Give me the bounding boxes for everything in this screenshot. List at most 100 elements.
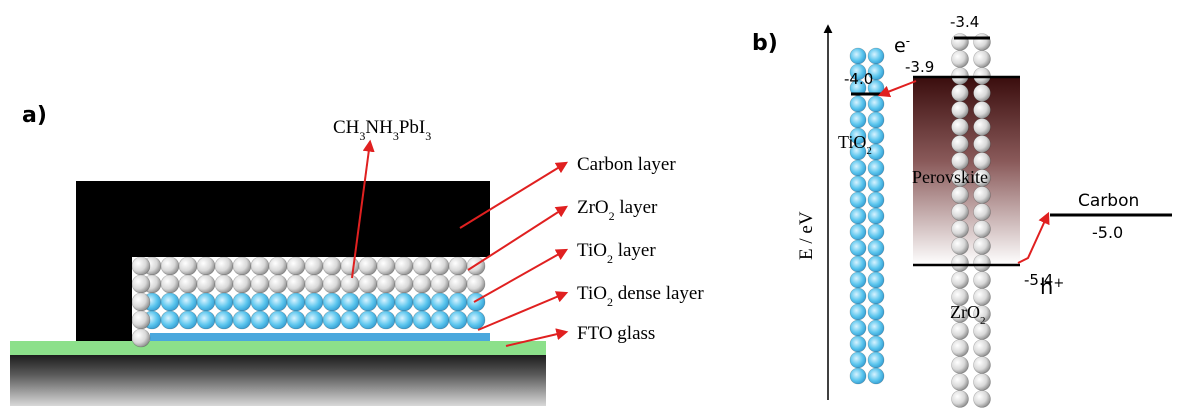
tio2-sphere bbox=[376, 310, 396, 330]
tio2-sphere bbox=[867, 367, 885, 385]
tio2-sphere bbox=[849, 175, 867, 193]
energy-axis-label: E / eV bbox=[796, 211, 817, 260]
tio2-dense-layer-label: TiO2 dense layer bbox=[577, 283, 704, 309]
tio2-sphere bbox=[849, 303, 867, 321]
zro2-sphere bbox=[430, 274, 450, 294]
zro2-sphere bbox=[131, 256, 151, 276]
zro2-sphere bbox=[160, 274, 180, 294]
tio2-sphere bbox=[214, 292, 234, 312]
zro2-sphere bbox=[973, 237, 991, 255]
tio2-sphere bbox=[849, 255, 867, 273]
zro2-sphere bbox=[196, 274, 216, 294]
tio2-sphere bbox=[849, 223, 867, 241]
zro2-sphere bbox=[951, 322, 969, 340]
zro2-sphere bbox=[951, 373, 969, 391]
zro2-sphere bbox=[973, 220, 991, 238]
tio2-sphere bbox=[867, 175, 885, 193]
tio2-sphere bbox=[250, 310, 270, 330]
perovskite-cb-value: -3.9 bbox=[905, 58, 934, 76]
tio2-sphere bbox=[394, 292, 414, 312]
zro2-sphere bbox=[973, 390, 991, 408]
perovskite-vb-value: -5.4 bbox=[1024, 271, 1053, 289]
tio2-cb-value: -4.0 bbox=[844, 70, 873, 88]
tio2-sphere bbox=[340, 292, 360, 312]
tio2-sphere bbox=[867, 335, 885, 353]
tio2-sphere bbox=[867, 223, 885, 241]
carbon-level-value: -5.0 bbox=[1092, 223, 1123, 242]
tio2-sphere bbox=[160, 292, 180, 312]
zro2-sphere bbox=[394, 256, 414, 276]
tio2-sphere bbox=[867, 111, 885, 129]
zro2-sphere bbox=[430, 256, 450, 276]
zro2-sphere bbox=[951, 33, 969, 51]
tio2-sphere bbox=[448, 310, 468, 330]
tio2-sphere bbox=[196, 310, 216, 330]
tio2-sphere bbox=[304, 310, 324, 330]
tio2-sphere bbox=[412, 292, 432, 312]
sphere-columns bbox=[849, 33, 991, 408]
zro2-sphere bbox=[376, 274, 396, 294]
tio2-sphere bbox=[358, 310, 378, 330]
zro2-sphere bbox=[358, 256, 378, 276]
zro2-sphere bbox=[951, 203, 969, 221]
zro2-sphere bbox=[951, 118, 969, 136]
zro2-sphere bbox=[214, 256, 234, 276]
tio2-sphere bbox=[178, 292, 198, 312]
zro2-sphere bbox=[951, 135, 969, 153]
tio2-sphere bbox=[867, 319, 885, 337]
tio2-sphere bbox=[867, 95, 885, 113]
tio2-sphere bbox=[232, 310, 252, 330]
hole-transfer-arrow bbox=[1017, 211, 1050, 264]
carbon-layer-arrow bbox=[459, 161, 569, 229]
tio2-sphere bbox=[340, 310, 360, 330]
zro2-sphere bbox=[322, 274, 342, 294]
zro2-sphere bbox=[973, 33, 991, 51]
zro2-sphere bbox=[973, 118, 991, 136]
tio2-sphere bbox=[849, 111, 867, 129]
tio2-sphere bbox=[867, 239, 885, 257]
zro2-sphere bbox=[160, 256, 180, 276]
tio2-layer-arrow bbox=[473, 248, 569, 303]
zro2-sphere bbox=[973, 135, 991, 153]
zro2-sphere bbox=[131, 310, 151, 330]
zro2-sphere bbox=[973, 186, 991, 204]
zro2-sphere bbox=[466, 274, 486, 294]
zro2-sphere bbox=[412, 274, 432, 294]
zro2-sphere bbox=[322, 256, 342, 276]
panel-b-label: b) bbox=[752, 31, 778, 56]
zro2-sphere bbox=[268, 274, 288, 294]
tio2-sphere bbox=[849, 47, 867, 65]
tio2-sphere bbox=[196, 292, 216, 312]
carbon-label: Carbon bbox=[1078, 191, 1139, 211]
zro2-sphere bbox=[951, 254, 969, 272]
zro2-sphere bbox=[973, 356, 991, 374]
tio2-sphere bbox=[867, 255, 885, 273]
zro2-sphere bbox=[250, 256, 270, 276]
zro2-sphere bbox=[178, 274, 198, 294]
tio2-sphere bbox=[466, 310, 486, 330]
zro2-layer-arrow bbox=[467, 205, 569, 271]
zro2-sphere bbox=[973, 203, 991, 221]
zro2-sphere bbox=[951, 50, 969, 68]
zro2-sphere bbox=[951, 101, 969, 119]
zro2-sphere bbox=[973, 101, 991, 119]
fto-glass-label: FTO glass bbox=[577, 323, 655, 344]
zro2-sphere bbox=[973, 84, 991, 102]
zro2-sphere bbox=[304, 274, 324, 294]
tio2-sphere bbox=[304, 292, 324, 312]
zro2-sphere bbox=[131, 292, 151, 312]
zro2-sphere bbox=[951, 220, 969, 238]
zro2-sphere bbox=[232, 274, 252, 294]
tio2-sphere bbox=[849, 191, 867, 209]
tio2-sphere bbox=[160, 310, 180, 330]
tio2-sphere bbox=[849, 367, 867, 385]
tio2-sphere bbox=[867, 127, 885, 145]
tio2-sphere bbox=[214, 310, 234, 330]
zro2-sphere bbox=[973, 373, 991, 391]
tio2-sphere bbox=[448, 292, 468, 312]
tio2-sphere bbox=[867, 351, 885, 369]
compound-arrow bbox=[351, 139, 375, 279]
tio2-sphere bbox=[250, 292, 270, 312]
electron-label: e- bbox=[894, 34, 910, 57]
